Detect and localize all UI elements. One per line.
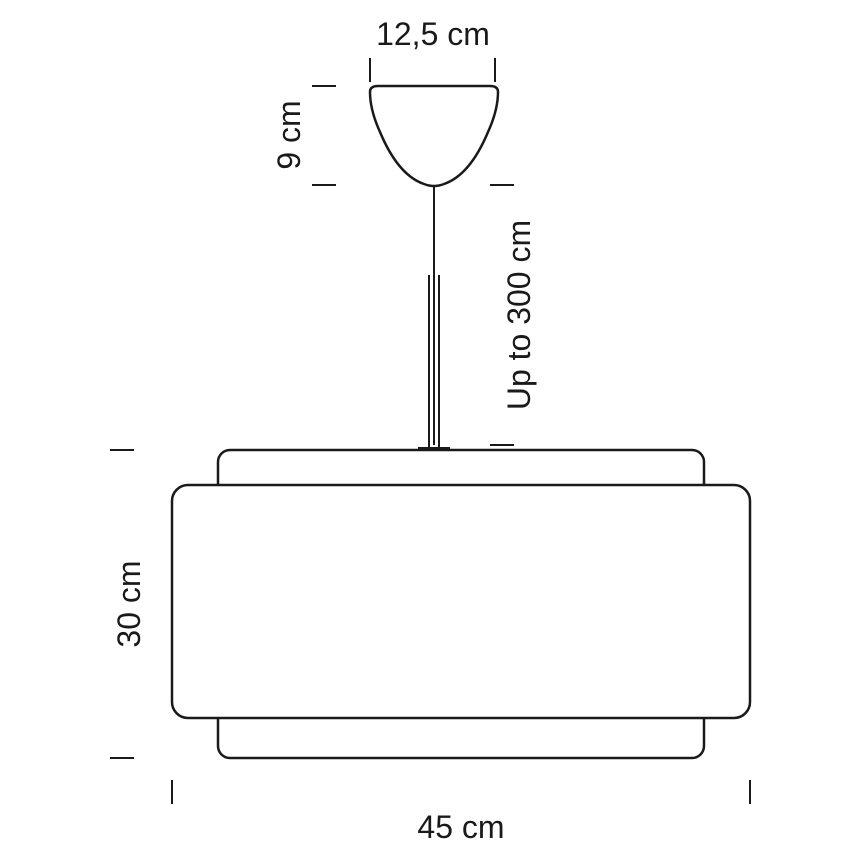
dim-cable-length: Up to 300 cm: [490, 185, 537, 445]
shade-outer: [172, 485, 750, 718]
label-cable-length: Up to 300 cm: [501, 220, 537, 410]
lamp-shade: [172, 450, 750, 758]
dim-shade-width: 45 cm: [172, 780, 750, 845]
label-shade-width: 45 cm: [417, 809, 504, 845]
label-canopy-height: 9 cm: [271, 100, 307, 169]
label-canopy-width: 12,5 cm: [376, 16, 490, 52]
label-shade-height: 30 cm: [111, 560, 147, 647]
dim-canopy-height: 9 cm: [271, 86, 336, 185]
suspension-cable: [418, 186, 450, 448]
canopy: [370, 86, 498, 186]
dim-canopy-width: 12,5 cm: [370, 16, 495, 82]
lamp-dimension-diagram: 12,5 cm 9 cm Up to 300 cm 30: [0, 0, 868, 868]
dim-shade-height: 30 cm: [110, 450, 147, 758]
